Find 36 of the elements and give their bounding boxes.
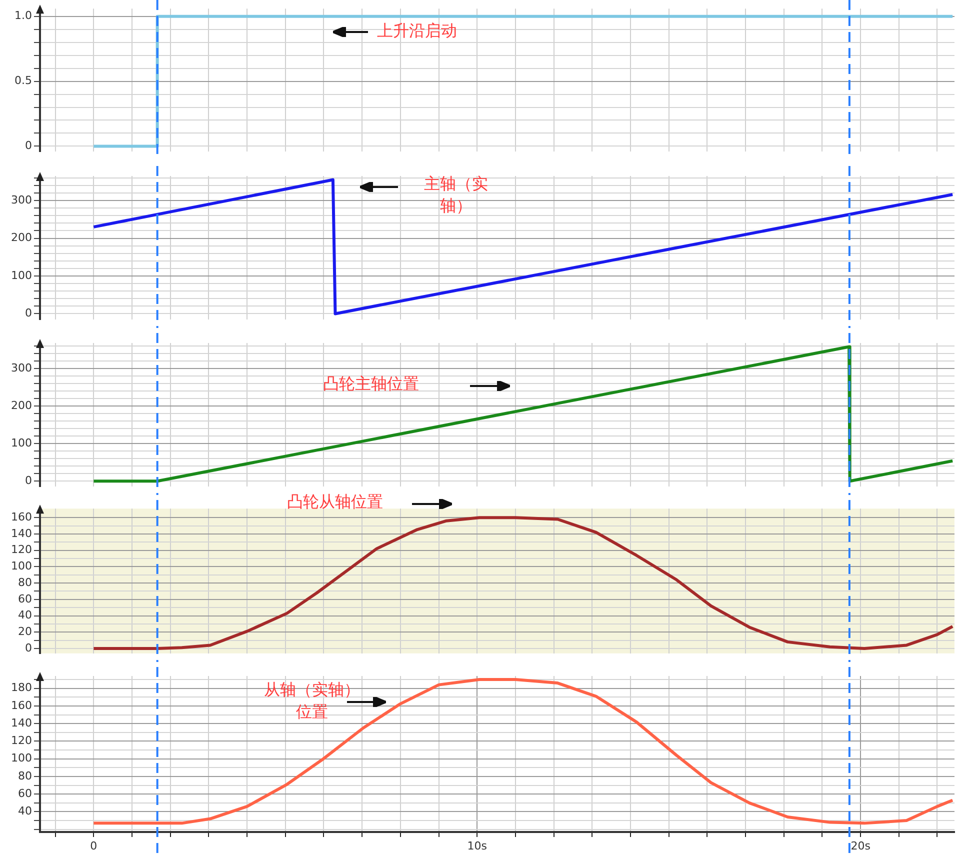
y-tick-label: 100 bbox=[11, 436, 32, 450]
y-tick-label: 160 bbox=[11, 510, 32, 524]
y-tick-label: 160 bbox=[11, 698, 32, 712]
y-tick-label: 0 bbox=[25, 474, 32, 488]
annotation: 上升沿启动 bbox=[376, 20, 458, 42]
x-tick-label: 0 bbox=[90, 839, 98, 852]
y-tick-label: 100 bbox=[11, 560, 32, 573]
y-tick-label: 180 bbox=[11, 681, 32, 694]
y-tick-label: 120 bbox=[11, 734, 32, 748]
y-tick-label: 40 bbox=[18, 608, 32, 622]
y-tick-label: 200 bbox=[11, 231, 32, 244]
annotation: 凸轮从轴位置 bbox=[286, 491, 384, 513]
x-tick-label: 10s bbox=[467, 839, 488, 852]
y-tick-label: 60 bbox=[18, 786, 32, 800]
annotation: 从轴（实轴）位置 bbox=[263, 679, 361, 723]
y-tick-label: 0 bbox=[25, 306, 32, 320]
y-tick-label: 20 bbox=[18, 624, 32, 638]
x-tick-label: 20s bbox=[850, 839, 871, 852]
y-tick-label: 40 bbox=[18, 804, 32, 818]
y-tick-label: 300 bbox=[11, 361, 32, 374]
y-tick-label: 100 bbox=[11, 268, 32, 282]
y-tick-label: 100 bbox=[11, 752, 32, 765]
y-tick-label: 300 bbox=[11, 193, 32, 206]
y-tick-label: 1.0 bbox=[14, 9, 32, 22]
y-tick-label: 0 bbox=[25, 641, 32, 654]
y-tick-label: 200 bbox=[11, 398, 32, 412]
y-tick-label: 60 bbox=[18, 592, 32, 606]
y-tick-label: 140 bbox=[11, 716, 32, 730]
y-tick-label: 0.5 bbox=[14, 74, 32, 88]
y-tick-label: 80 bbox=[18, 576, 32, 589]
y-tick-label: 140 bbox=[11, 526, 32, 540]
annotation: 主轴（实轴） bbox=[423, 173, 489, 217]
y-tick-label: 80 bbox=[18, 769, 32, 782]
y-tick-label: 120 bbox=[11, 543, 32, 556]
y-tick-label: 0 bbox=[25, 139, 32, 152]
annotation: 凸轮主轴位置 bbox=[322, 373, 420, 395]
